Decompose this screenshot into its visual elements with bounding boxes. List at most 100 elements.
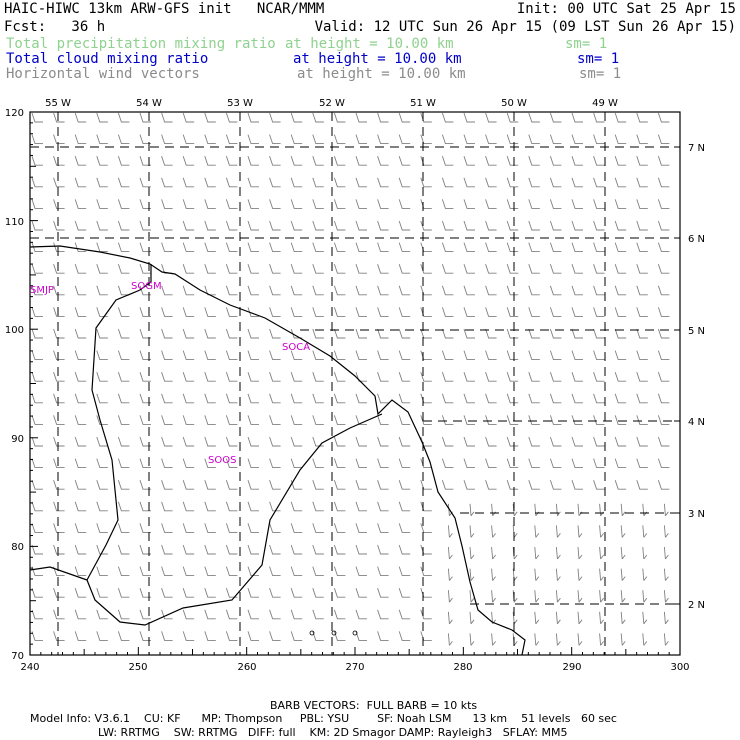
wind-barb	[377, 523, 389, 533]
wind-barb	[469, 503, 475, 517]
wind-barb	[269, 220, 281, 231]
wind-barb	[657, 328, 670, 339]
wind-barb	[657, 350, 670, 361]
wind-barb	[636, 242, 648, 253]
wind-barb	[463, 156, 475, 166]
wind-barb	[485, 372, 497, 382]
wind-barb	[117, 156, 130, 166]
wind-barb	[225, 436, 238, 447]
wind-barb	[269, 480, 281, 490]
wind-barb	[161, 177, 173, 188]
wind-barb	[290, 523, 303, 533]
wind-barb	[636, 372, 648, 382]
wind-barb	[247, 199, 259, 209]
wind-barb	[31, 328, 43, 339]
wind-barb	[247, 134, 259, 145]
wind-barb	[657, 285, 670, 296]
wind-barb	[225, 112, 238, 123]
wind-barb	[614, 328, 627, 339]
wind-barb	[290, 415, 303, 425]
wind-barb	[614, 134, 627, 145]
wind-barb	[269, 177, 281, 188]
wind-barb	[398, 307, 411, 317]
wind-barb	[663, 568, 669, 581]
wind-barb	[528, 156, 540, 166]
wind-barb	[269, 285, 281, 296]
wind-barb	[441, 480, 454, 490]
wind-barb	[290, 307, 303, 317]
wind-barb	[117, 199, 130, 209]
wind-barb	[355, 393, 367, 404]
wind-barb	[333, 566, 346, 577]
wind-barb	[463, 436, 475, 447]
wind-barb	[117, 264, 130, 274]
lon-label-54w: 54 W	[136, 98, 162, 109]
wind-barb	[593, 480, 605, 490]
wind-barb	[53, 307, 65, 317]
wind-barb	[74, 415, 87, 425]
wind-barb	[161, 393, 173, 404]
wind-barb	[74, 372, 87, 382]
wind-barb	[355, 307, 367, 317]
wind-barb	[441, 307, 454, 317]
wind-barb	[549, 328, 562, 339]
wind-barb	[355, 588, 367, 598]
wind-barb	[398, 523, 411, 533]
wind-barb	[161, 372, 173, 382]
wind-barb	[312, 631, 324, 641]
wind-barb	[398, 631, 411, 641]
wind-barb	[269, 350, 281, 361]
wind-barb	[463, 264, 475, 274]
wind-barb	[549, 480, 562, 490]
wind-barb	[182, 436, 195, 447]
wind-barb	[204, 436, 216, 447]
wind-barb	[657, 242, 670, 253]
wind-barb	[96, 328, 108, 339]
wind-barb	[549, 350, 562, 361]
wind-barb	[74, 631, 87, 641]
wind-barb	[506, 264, 519, 274]
wind-barb	[506, 436, 519, 447]
wind-barb	[377, 609, 389, 620]
station-sogm: SOGM	[131, 281, 162, 292]
wind-barb	[549, 156, 562, 166]
wind-barb	[420, 523, 432, 533]
latlon-grid	[30, 112, 680, 655]
field-cloud-name: Total cloud mixing ratio	[6, 51, 209, 67]
wind-barb	[555, 568, 561, 581]
wind-barb	[398, 285, 411, 296]
wind-barb	[377, 501, 389, 512]
lon-label-50w: 50 W	[501, 98, 527, 109]
wind-barb	[491, 525, 496, 538]
wind-barb	[469, 568, 475, 581]
wind-barb	[398, 415, 411, 425]
wind-barb	[377, 199, 389, 209]
wind-barb	[182, 307, 195, 317]
wind-barb	[420, 350, 432, 361]
wind-barb	[117, 436, 130, 447]
wind-barb	[614, 480, 627, 490]
wind-barb	[247, 480, 259, 490]
wind-barb	[247, 588, 259, 598]
wind-barb	[441, 372, 454, 382]
station-soca: SOCA	[282, 342, 310, 353]
wind-barb	[485, 156, 497, 166]
wind-barb	[663, 611, 669, 625]
wind-barb	[182, 285, 195, 296]
wind-barb	[53, 134, 65, 145]
wind-barb	[593, 242, 605, 253]
wind-barb	[377, 631, 389, 641]
wind-barb	[290, 156, 303, 166]
wind-barb	[355, 264, 367, 274]
wind-barb	[247, 372, 259, 382]
wind-barb	[528, 350, 540, 361]
wind-barb	[636, 285, 648, 296]
wind-barb	[247, 307, 259, 317]
wind-barb	[398, 328, 411, 339]
wind-barb	[312, 544, 324, 555]
wind-barb	[117, 242, 130, 253]
wind-barb	[636, 156, 648, 166]
wind-barb	[355, 501, 367, 512]
wind-barb	[225, 242, 238, 253]
wind-barb	[74, 134, 87, 145]
